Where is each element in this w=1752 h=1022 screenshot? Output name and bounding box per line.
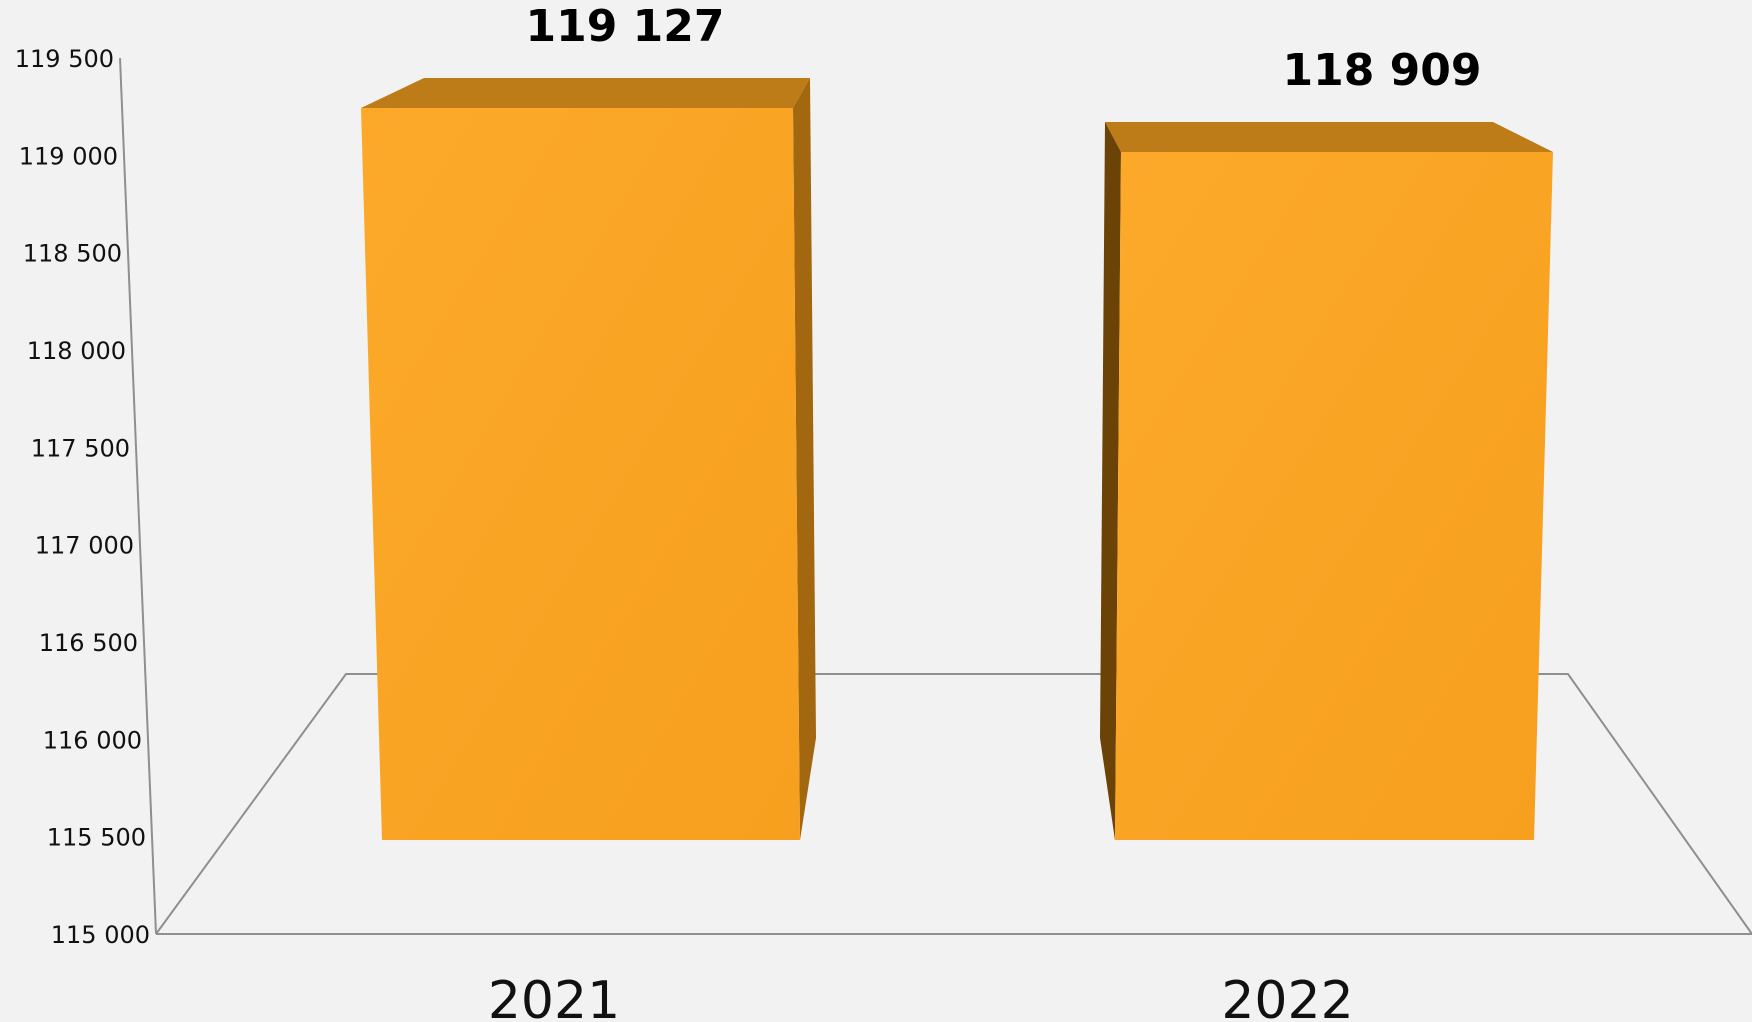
y-tick-label: 119 500 — [15, 45, 114, 73]
bar-front-face — [361, 108, 800, 840]
bar-2022 — [1100, 121, 1553, 840]
chart-floor — [155, 673, 1752, 935]
y-tick-label: 116 500 — [39, 629, 138, 657]
y-tick-label: 118 000 — [27, 337, 126, 365]
bar-front-face — [1115, 151, 1553, 840]
y-tick-label: 115 500 — [47, 824, 146, 852]
data-label: 118 909 — [1282, 45, 1481, 96]
bar-side-face — [1100, 121, 1121, 840]
bar-top-face — [361, 78, 810, 108]
y-tick-label: 119 000 — [19, 142, 118, 170]
y-tick-label: 117 500 — [31, 434, 130, 462]
floor-outline — [155, 673, 1752, 935]
x-tick-label: 2021 — [488, 971, 620, 1022]
data-label: 119 127 — [525, 1, 724, 52]
y-tick-label: 116 000 — [43, 726, 142, 754]
y-tick-label: 115 000 — [51, 921, 150, 949]
y-tick-label: 118 500 — [23, 240, 122, 268]
x-tick-label: 2022 — [1221, 971, 1353, 1022]
y-axis-line — [119, 57, 157, 935]
y-axis: 115 000 115 500 116 000 116 500 117 000 117 5… — [15, 45, 157, 949]
bar-2021 — [361, 78, 816, 840]
bar-top-face — [1105, 121, 1553, 152]
labels: 119 127 2021 118 909 2022 — [488, 1, 1482, 1022]
bars — [361, 78, 1553, 840]
y-tick-label: 117 000 — [35, 532, 134, 560]
bar-side-face — [793, 78, 816, 840]
